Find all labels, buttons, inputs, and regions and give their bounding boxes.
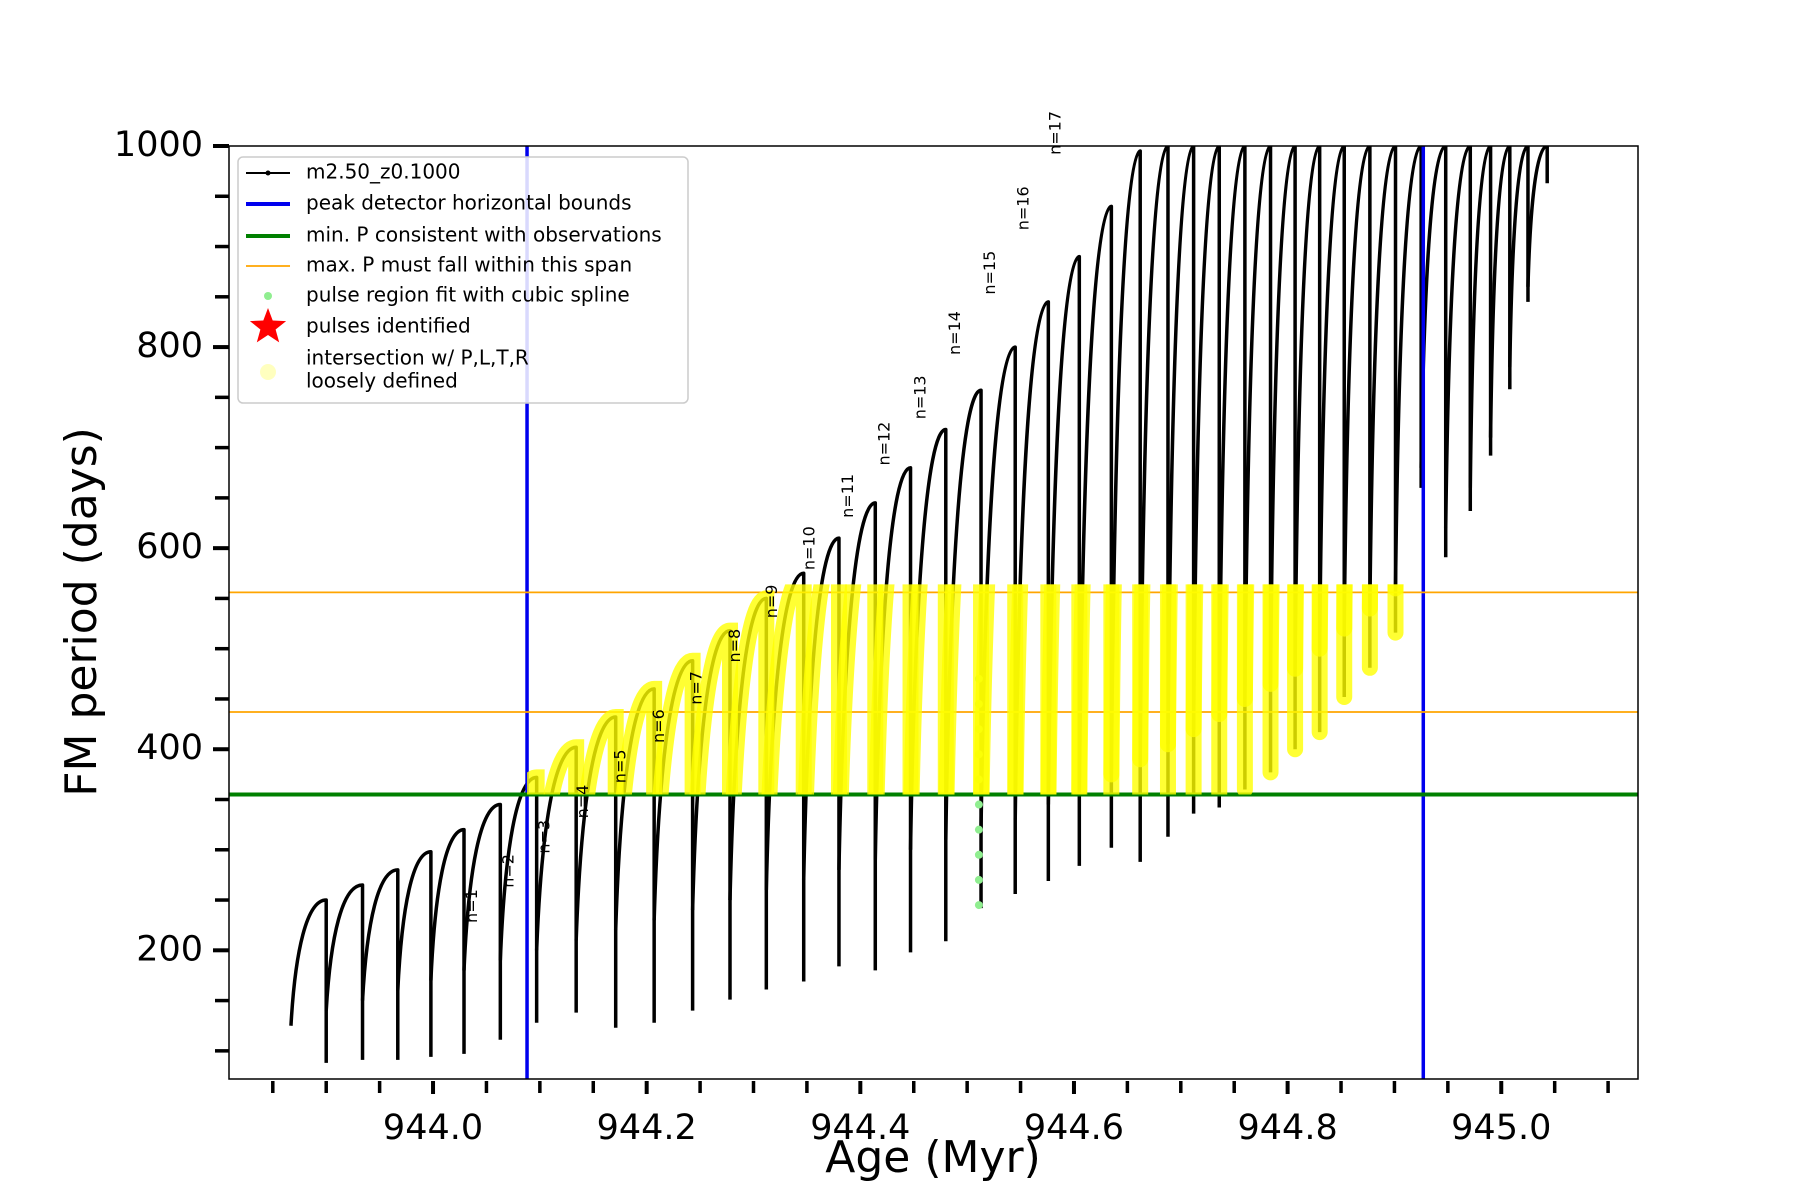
spline-point [974,825,983,834]
pulse-curve [324,883,365,1060]
intersection-highlight [798,584,847,795]
pulse-annotation: n=6 [649,709,668,743]
intersection-highlight [1132,584,1176,795]
legend-label: intersection w/ P,L,T,R [306,346,529,370]
intersection-highlight [1007,584,1057,795]
pulse-curve [1368,146,1398,633]
x-tick-label: 945.0 [1451,1108,1551,1148]
y-tick-label: 200 [136,929,203,969]
spline-point [974,901,983,910]
pulse-annotation: n=2 [498,854,517,888]
pulse-annotation: n=7 [686,671,705,705]
pulse-curve [396,850,433,1057]
pulse-curve [1317,146,1346,697]
legend-label: pulses identified [306,314,471,338]
pulse-curve [1393,146,1423,589]
pulse-curve [1293,146,1322,733]
x-axis-label: Age (Myr) [825,1132,1041,1183]
pulse-annotation: n=9 [762,585,781,619]
intersection-highlight [527,769,545,795]
y-tick-label: 600 [136,527,203,567]
legend-label: pulse region fit with cubic spline [306,283,630,307]
pulse-annotation: n=5 [611,749,630,783]
highlight-area [527,584,1404,795]
pulse-annotation: n=11 [838,474,857,518]
pulse-curve [429,827,466,1054]
intersection-highlight [1040,584,1088,795]
legend-label: m2.50_z0.1000 [306,160,461,184]
pulse-annotation: n=13 [911,375,930,419]
pulse-curve [1243,146,1273,773]
annotations: n=1 n=2 n=3 n=4 n=5 n=6 n=7 n=8 n=9 n=10 n=11 n=12 n… [462,111,1064,923]
pulse-curve [462,802,503,1040]
legend-box [237,156,689,404]
pulse-curve [1488,146,1512,438]
x-tick-label: 944.4 [810,1108,910,1148]
y-tick-label: 400 [136,728,203,768]
intersection-highlight [903,584,954,795]
y-axis-label: FM period (days) [56,427,107,797]
pulse-annotation: n=12 [874,422,893,466]
spline-point [974,875,983,884]
intersection-highlight [1071,584,1120,795]
pulse-curve [1268,146,1297,750]
intersection-highlight [761,584,812,795]
pulse-annotation: n=8 [725,629,744,663]
pulse-annotation: n=10 [800,526,819,570]
pulse-curve [1468,146,1493,488]
pulse-annotation: n=16 [1013,186,1032,230]
legend-label: loosely defined [306,369,458,393]
legend-handle [264,292,272,300]
intersection-highlight [652,652,701,795]
axes-frame [228,145,1639,1080]
x-tick-label: 944.8 [1238,1108,1338,1148]
legend-handle [265,170,271,176]
pulse-curve [1508,146,1530,368]
legend-handle [260,364,276,380]
pulse-curve [1443,146,1473,529]
x-tick-label: 944.6 [1024,1108,1124,1148]
pulse-curve [289,898,328,1063]
x-tick-label: 944.2 [597,1108,697,1148]
pulse-annotation: n=17 [1045,111,1064,155]
pulse-annotation: n=3 [535,820,554,854]
x-tick-label: 944.0 [383,1108,483,1148]
legend-label: peak detector horizontal bounds [306,191,632,215]
legend-label: max. P must fall within this span [306,253,632,277]
pulse-annotation: n=1 [462,889,481,923]
axes: 944.0 944.2 944.4 944.6 944.8 945.0 200 400 600 8… [114,125,1639,1148]
pulse-curve [1217,146,1247,790]
intersection-highlight [725,590,775,795]
pulse-curve [360,868,400,1060]
intersection-highlight [1159,584,1202,795]
intersection-highlight [689,622,739,795]
pulse-annotation: n=4 [573,785,592,819]
spline-point [974,800,983,809]
intersection-highlight [832,584,884,795]
intersection-highlight [543,739,585,795]
intersection-highlight [615,680,663,795]
pulse-annotation: n=15 [980,251,999,295]
pulse-curve [1191,146,1221,808]
legend-handle [249,308,287,343]
y-tick-label: 800 [136,326,203,366]
legend-label: min. P consistent with observations [306,223,662,247]
intersection-highlight [938,584,990,795]
intersection-highlight [868,584,919,795]
intersection-highlight [1103,584,1149,795]
pulse-curve [1342,146,1372,668]
pulse-annotation: n=14 [945,311,964,355]
spline-point [974,850,983,859]
y-tick-label: 1000 [114,125,203,165]
intersection-highlight [973,584,1024,795]
intersection-highlight [579,709,624,795]
